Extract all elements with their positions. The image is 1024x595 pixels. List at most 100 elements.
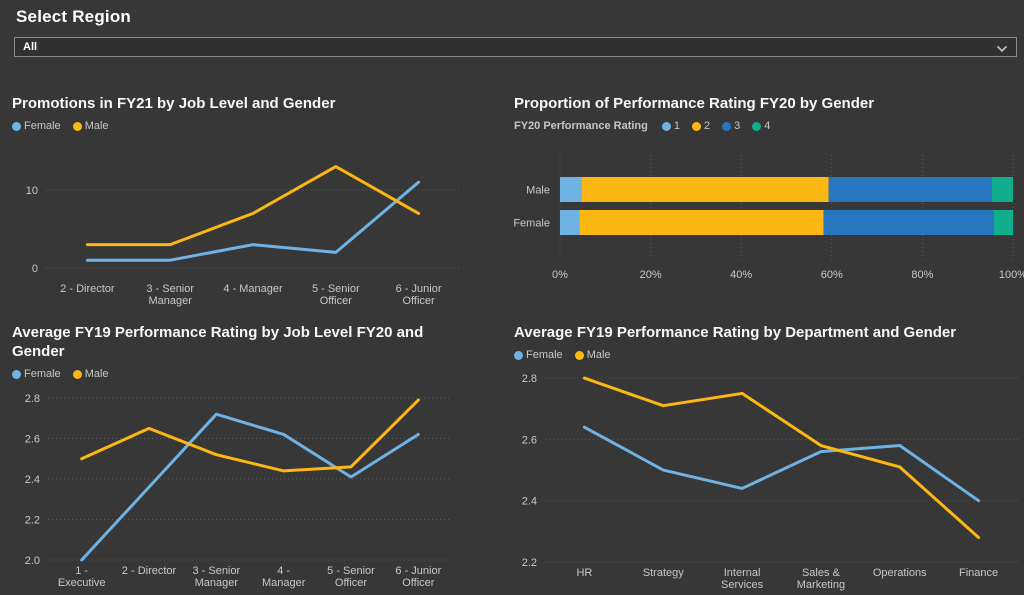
x-category-label: 3 - Senior <box>146 283 194 295</box>
panel-avg-rating-department: Average FY19 Performance Rating by Depar… <box>512 318 1024 595</box>
male-legend-dot-icon <box>72 121 82 131</box>
avg-rating-job-level-line-chart-canvas[interactable]: 2.0 2.2 2.4 2.6 2.8 1 -Executive 2 - Director 3… <box>12 385 482 595</box>
y-tick-label: 2.8 <box>522 373 537 385</box>
chart-title: Promotions in FY21 by Job Level and Gend… <box>12 95 336 112</box>
female-legend-dot-icon <box>12 121 21 131</box>
chart-legend: Female Male <box>12 368 109 380</box>
chart-legend: Female Male <box>12 120 109 132</box>
rating-4-legend-dot-icon <box>752 121 762 131</box>
y-tick-label: 2.2 <box>25 515 40 527</box>
legend-item-male[interactable]: Male <box>72 120 109 132</box>
panel-rating-proportion: Proportion of Performance Rating FY20 by… <box>512 88 1024 310</box>
legend-item-rating-1[interactable]: 1 <box>661 120 680 132</box>
x-category-label: Manager <box>262 577 306 589</box>
rating-1-legend-dot-icon <box>661 121 671 131</box>
female-legend-dot-icon <box>514 350 523 360</box>
y-tick-label: 2.4 <box>25 474 40 486</box>
bar-segment-rating-2-female[interactable] <box>579 210 824 235</box>
bar-segment-rating-1-male[interactable] <box>560 177 582 202</box>
x-category-label: 4 - Manager <box>223 283 283 295</box>
x-category-label: Operations <box>873 567 927 579</box>
series-line-female[interactable] <box>582 425 981 503</box>
x-category-label: Finance <box>959 567 998 579</box>
legend-item-female[interactable]: Female <box>12 368 61 380</box>
legend-label: 3 <box>734 120 741 132</box>
y-tick-label: 2.2 <box>522 557 537 569</box>
male-legend-dot-icon <box>574 350 584 360</box>
legend-label: Male <box>586 349 611 361</box>
male-legend-dot-icon <box>72 369 82 379</box>
panel-promotions: Promotions in FY21 by Job Level and Gend… <box>12 88 482 310</box>
legend-item-rating-4[interactable]: 4 <box>752 120 770 132</box>
x-category-label: Officer <box>402 577 435 589</box>
x-category-label: Executive <box>58 577 106 589</box>
x-category-label: Services <box>721 579 764 591</box>
series-line-female[interactable] <box>85 180 421 262</box>
legend-label: 4 <box>764 120 771 132</box>
y-tick-label: 2.6 <box>522 434 537 446</box>
x-category-label: Strategy <box>643 567 684 579</box>
series-line-female[interactable] <box>80 412 420 562</box>
page-title: Select Region <box>16 7 132 26</box>
x-category-label: 5 - Senior <box>312 283 360 295</box>
region-filter-dropdown[interactable]: All <box>14 37 1017 57</box>
legend-item-male[interactable]: Male <box>574 349 611 361</box>
x-category-label: Marketing <box>797 579 845 591</box>
legend-title: FY20 Performance Rating <box>514 120 648 132</box>
bar-segment-rating-3-female[interactable] <box>823 210 994 235</box>
bar-segment-rating-4-female[interactable] <box>993 210 1013 235</box>
x-category-label: 3 - Senior <box>192 565 240 577</box>
chart-title: Proportion of Performance Rating FY20 by… <box>514 95 875 112</box>
x-category-label: 2 - Director <box>122 565 177 577</box>
female-legend-dot-icon <box>12 369 21 379</box>
bar-category-label: Male <box>526 185 550 197</box>
legend-label: 2 <box>704 120 711 132</box>
x-category-label: Sales & <box>802 567 841 579</box>
y-tick-label: 2.0 <box>25 555 40 567</box>
x-category-label: 2 - Director <box>60 283 115 295</box>
chart-legend: Female Male <box>514 349 611 361</box>
rating-2-legend-dot-icon <box>692 121 701 131</box>
bar-segment-rating-4-male[interactable] <box>991 177 1013 202</box>
series-line-male[interactable] <box>582 376 981 539</box>
x-category-label: 5 - Senior <box>327 565 375 577</box>
x-category-label: 6 - Junior <box>396 283 442 295</box>
x-category-label: 4 - <box>277 565 290 577</box>
chevron-down-icon <box>996 41 1008 53</box>
legend-item-female[interactable]: Female <box>514 349 563 361</box>
bar-segment-rating-3-male[interactable] <box>828 177 992 202</box>
x-tick-label: 100% <box>999 269 1024 281</box>
y-tick-label: 10 <box>26 185 38 197</box>
legend-item-male[interactable]: Male <box>72 368 109 380</box>
legend-label: 1 <box>673 120 680 132</box>
legend-label: Female <box>24 120 61 132</box>
x-category-label: HR <box>576 567 592 579</box>
y-tick-label: 2.6 <box>25 434 40 446</box>
series-line-male[interactable] <box>85 165 421 247</box>
bar-segment-rating-1-female[interactable] <box>560 210 580 235</box>
y-tick-label: 2.4 <box>522 496 537 508</box>
chart-legend: FY20 Performance Rating 1 2 3 4 <box>514 120 770 132</box>
x-category-label: Officer <box>335 577 368 589</box>
y-tick-label: 2.8 <box>25 393 40 405</box>
y-tick-label: 0 <box>32 263 38 275</box>
x-tick-label: 60% <box>821 269 843 281</box>
series-line-male[interactable] <box>80 398 420 473</box>
x-tick-label: 80% <box>911 269 933 281</box>
chart-title: Average FY19 Performance Rating by Job L… <box>12 324 424 360</box>
legend-item-female[interactable]: Female <box>12 120 61 132</box>
rating-proportion-bar-chart-canvas[interactable]: 0% 20% 40% 60% 80% 100% Male Female <box>512 150 1024 295</box>
x-tick-label: 20% <box>640 269 662 281</box>
legend-label: Male <box>84 120 109 132</box>
x-tick-label: 0% <box>552 269 568 281</box>
x-category-label: Officer <box>320 295 353 307</box>
x-category-label: 1 - <box>75 565 88 577</box>
region-filter-value: All <box>23 41 38 53</box>
legend-item-rating-2[interactable]: 2 <box>692 120 710 132</box>
bar-segment-rating-2-male[interactable] <box>581 177 829 202</box>
bar-category-label: Female <box>513 218 550 230</box>
legend-item-rating-3[interactable]: 3 <box>722 120 740 132</box>
